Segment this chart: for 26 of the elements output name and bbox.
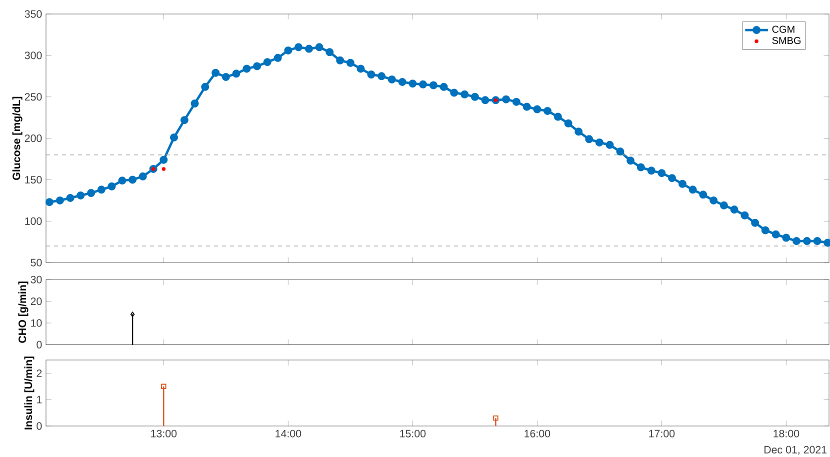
y-tick-label: 100 (25, 217, 42, 225)
y-tick-label: 350 (24, 10, 42, 18)
y-tick-label: 250 (24, 93, 42, 101)
legend-label: SMBG (772, 36, 801, 44)
y-tick-label: 50 (30, 258, 42, 266)
y-tick-label: 0 (36, 340, 42, 348)
y-tick-label: 0 (36, 422, 42, 430)
x-tick-label: 18:00 (774, 430, 800, 438)
y-axis-title: CHO [g/min] (18, 282, 28, 343)
y-tick-label: 30 (30, 276, 42, 284)
y-tick-label: 300 (24, 52, 42, 60)
legend-label: CGM (772, 26, 794, 33)
y-tick-label: 20 (30, 298, 42, 306)
y-tick-label: 200 (24, 134, 42, 142)
x-tick-label: 16:00 (524, 430, 550, 438)
text: Dec 01, 2021 (764, 446, 827, 455)
y-axis-title: Insulin [U/min] (24, 356, 34, 430)
y-tick-label: 1 (37, 396, 42, 404)
y-tick-label: 150 (25, 176, 42, 184)
x-tick-label: 17:00 (649, 430, 675, 438)
y-tick-label: 10 (31, 319, 42, 327)
y-axis-title: Glucose [mg/dL] (12, 96, 22, 180)
x-tick-label: 13:00 (151, 430, 177, 438)
x-tick-label: 14:00 (276, 430, 302, 438)
x-tick-label: 15:00 (400, 430, 426, 438)
y-tick-label: 2 (36, 369, 42, 377)
